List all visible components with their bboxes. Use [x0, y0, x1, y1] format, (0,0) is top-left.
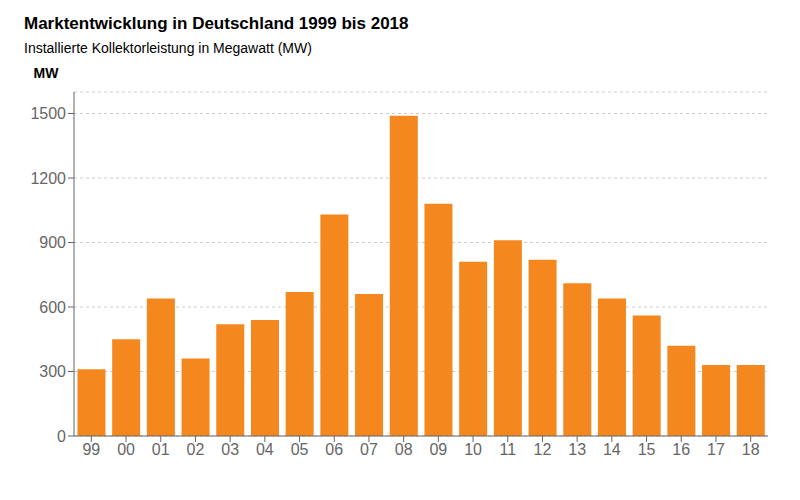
svg-text:16: 16 [672, 441, 690, 458]
svg-text:00: 00 [117, 441, 135, 458]
svg-text:MW: MW [34, 65, 60, 81]
svg-text:15: 15 [638, 441, 656, 458]
svg-text:1500: 1500 [30, 105, 66, 122]
svg-text:900: 900 [39, 234, 66, 251]
svg-text:04: 04 [256, 441, 274, 458]
svg-text:12: 12 [534, 441, 552, 458]
svg-text:0: 0 [57, 428, 66, 445]
svg-text:03: 03 [221, 441, 239, 458]
svg-text:1200: 1200 [30, 170, 66, 187]
svg-text:06: 06 [325, 441, 343, 458]
html-text:Installierte Kollektorleistung: Installierte Kollektorleistung in Megawa… [24, 40, 312, 56]
svg-text:02: 02 [187, 441, 205, 458]
svg-text:18: 18 [742, 441, 760, 458]
svg-text:08: 08 [395, 441, 413, 458]
svg-text:600: 600 [39, 299, 66, 316]
svg-text:13: 13 [568, 441, 586, 458]
html-text:Marktentwicklung in Deutschlan: Marktentwicklung in Deutschland 1999 bis… [24, 14, 409, 33]
svg-text:17: 17 [707, 441, 725, 458]
svg-text:07: 07 [360, 441, 378, 458]
svg-text:05: 05 [291, 441, 309, 458]
svg-text:99: 99 [82, 441, 100, 458]
svg-text:09: 09 [429, 441, 447, 458]
svg-text:14: 14 [603, 441, 621, 458]
svg-text:01: 01 [152, 441, 170, 458]
svg-text:300: 300 [39, 363, 66, 380]
svg-text:11: 11 [499, 441, 516, 458]
svg-text:10: 10 [464, 441, 482, 458]
